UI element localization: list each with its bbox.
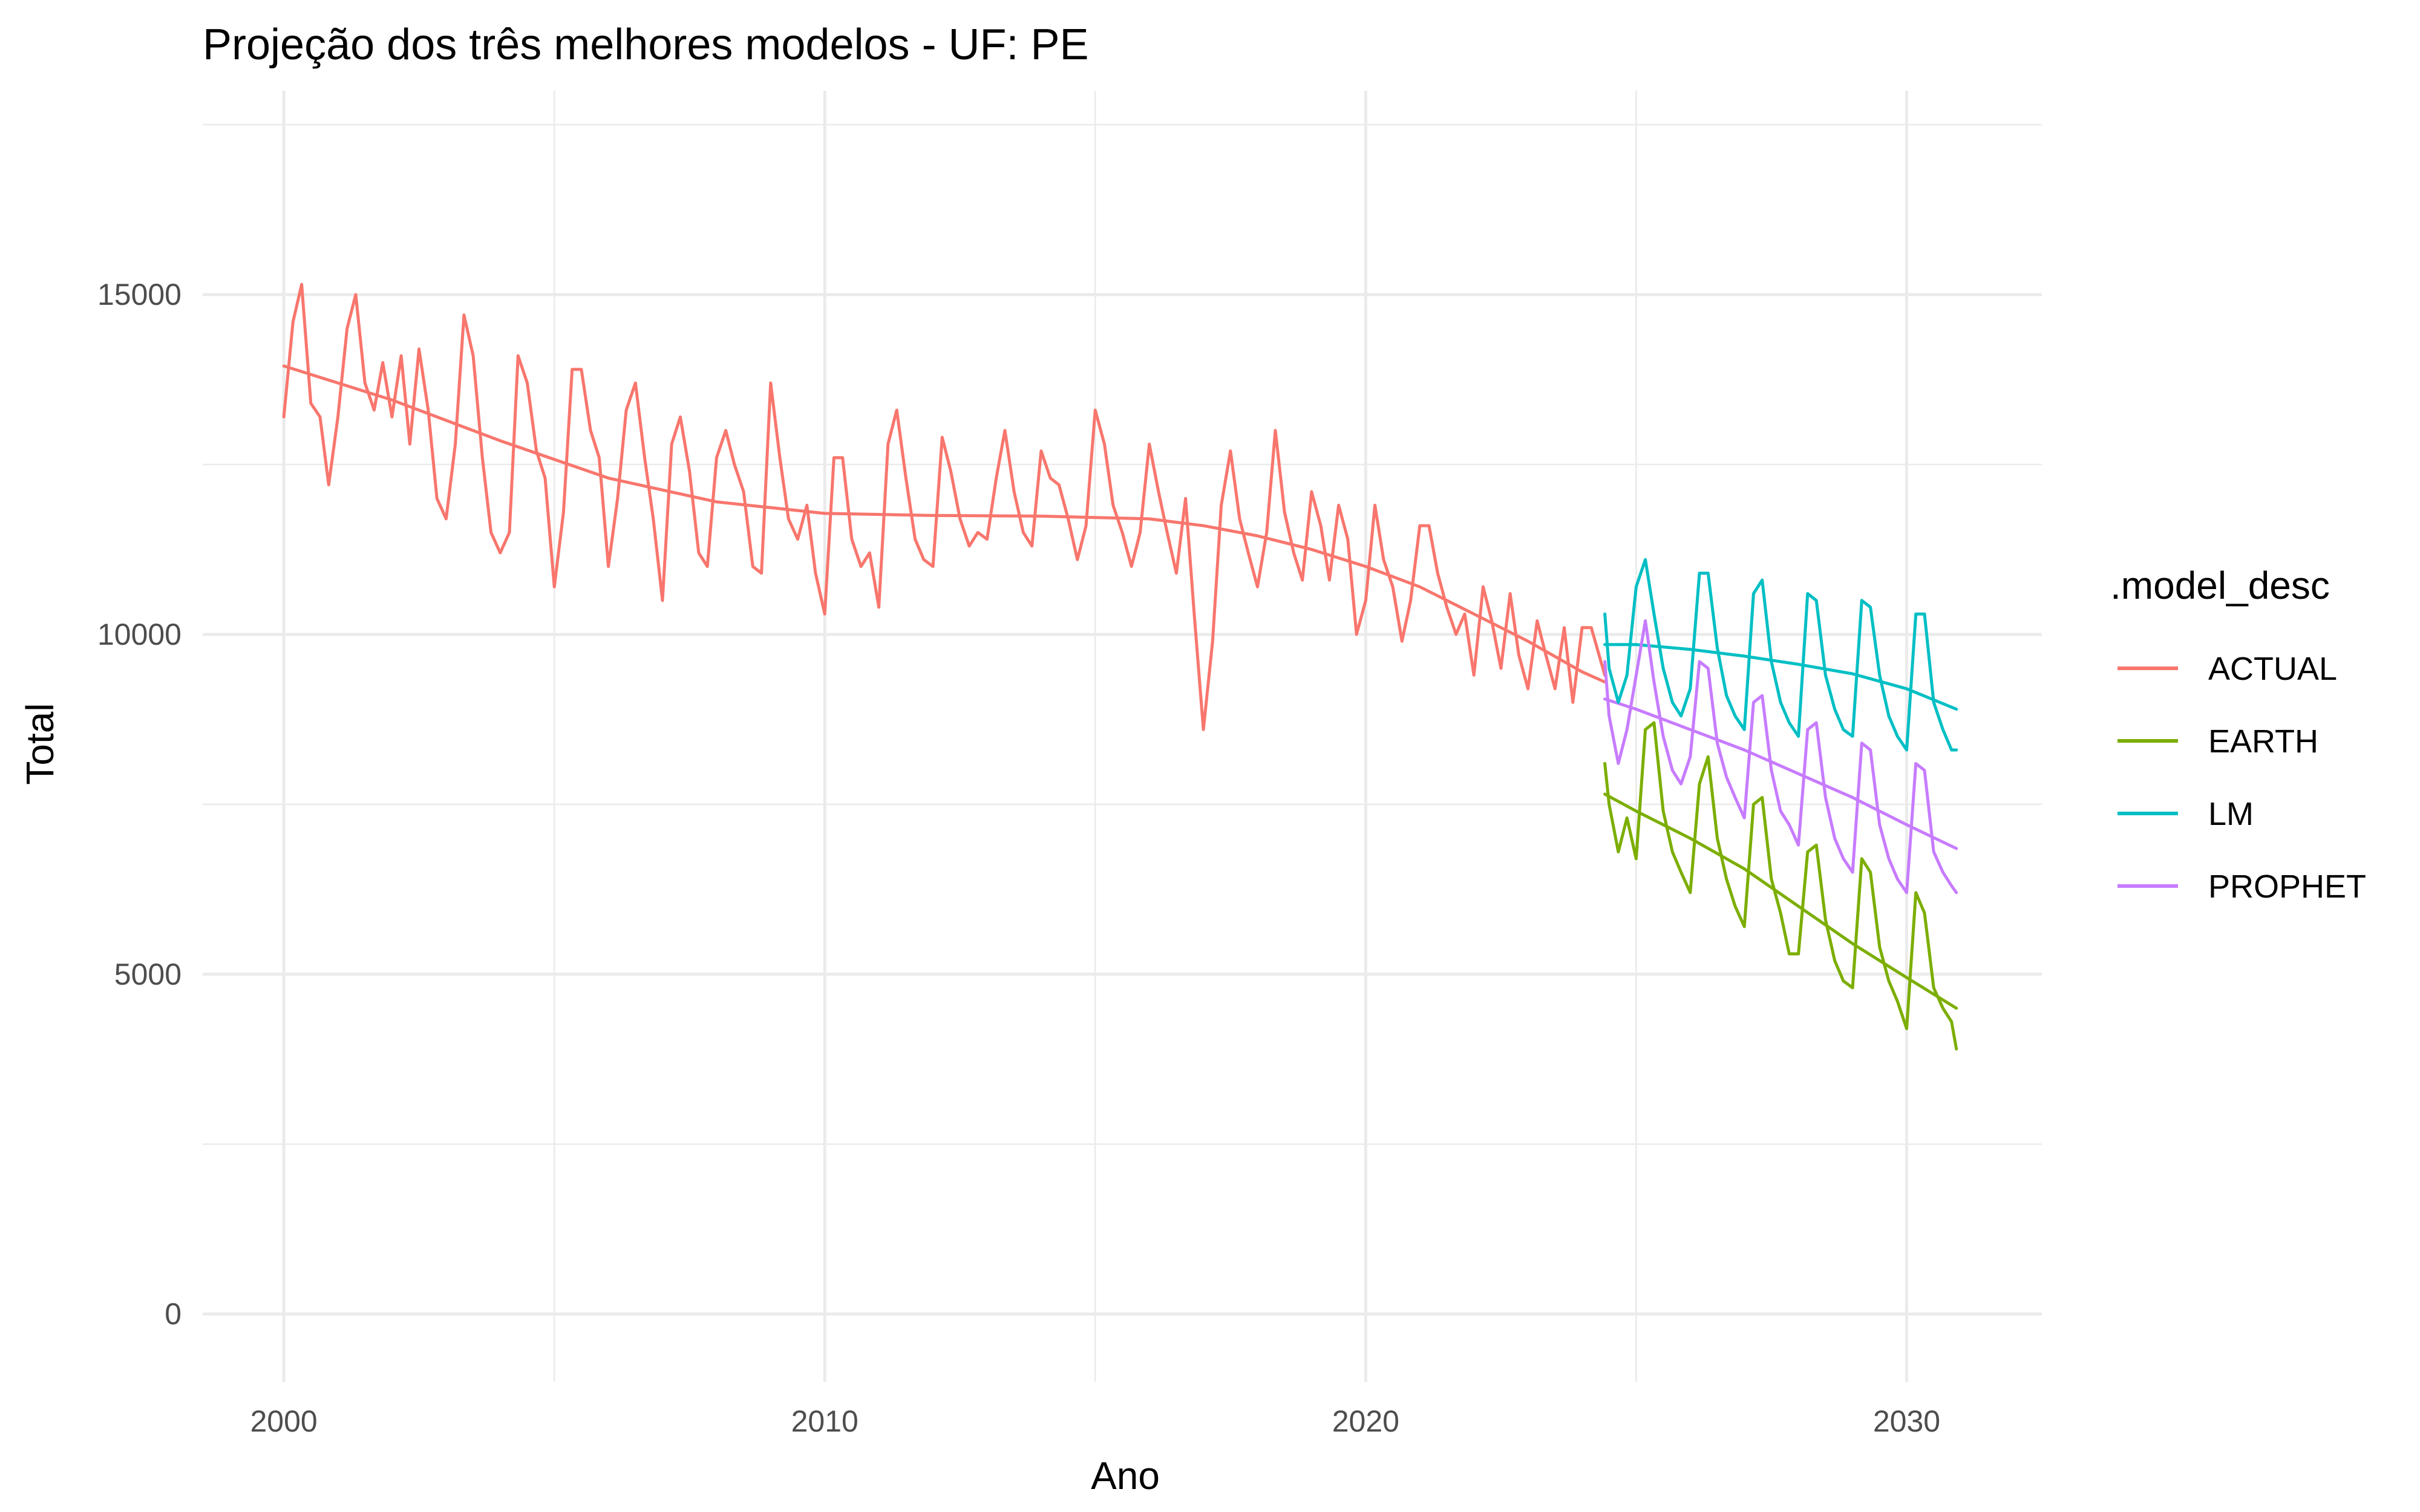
y-axis-title: Total xyxy=(18,703,62,784)
legend-label-prophet: PROPHET xyxy=(2208,868,2366,905)
legend-label-actual: ACTUAL xyxy=(2208,651,2337,687)
legend-label-earth: EARTH xyxy=(2208,723,2318,760)
series-line-lm xyxy=(1603,558,1958,752)
trend-line-prophet xyxy=(1603,697,1958,850)
y-axis-ticks: 0 5000 10000 15000 xyxy=(97,278,182,1331)
trend-line-actual xyxy=(282,364,1607,684)
legend-label-lm: LM xyxy=(2208,796,2254,832)
trend-lines xyxy=(282,364,1958,1010)
series-line-actual xyxy=(282,282,1607,731)
series-line-prophet xyxy=(1603,619,1958,894)
legend: .model_desc ACTUAL EARTH LM PROPHET xyxy=(2110,564,2366,905)
x-tick-label: 2010 xyxy=(791,1404,858,1438)
legend-title: .model_desc xyxy=(2110,564,2330,607)
x-axis-title: Ano xyxy=(1091,1454,1160,1497)
x-tick-label: 2020 xyxy=(1332,1404,1399,1438)
y-tick-label: 0 xyxy=(165,1297,182,1331)
y-tick-label: 15000 xyxy=(97,278,182,311)
y-tick-label: 10000 xyxy=(97,618,182,651)
x-tick-label: 2000 xyxy=(250,1404,318,1438)
trend-line-earth xyxy=(1603,792,1958,1010)
series-line-earth xyxy=(1603,721,1958,1051)
y-tick-label: 5000 xyxy=(114,957,182,991)
x-tick-label: 2030 xyxy=(1873,1404,1940,1438)
series-lines xyxy=(282,282,1958,1051)
x-axis-ticks: 2000 2010 2020 2030 xyxy=(250,1404,1941,1438)
chart-title: Projeção dos três melhores modelos - UF:… xyxy=(203,21,1089,69)
